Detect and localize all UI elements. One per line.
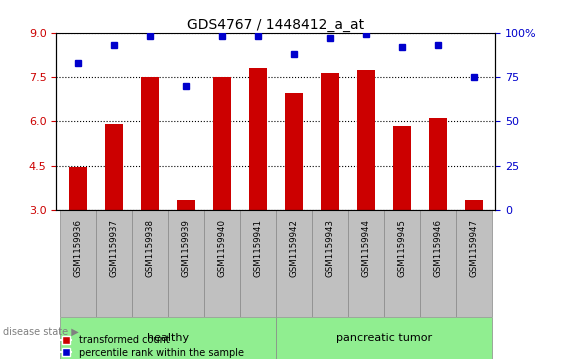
- Text: GSM1159944: GSM1159944: [361, 219, 370, 277]
- Text: GSM1159943: GSM1159943: [325, 219, 334, 277]
- Text: disease state ▶: disease state ▶: [3, 327, 79, 337]
- Bar: [60, 317, 276, 359]
- Bar: [204, 210, 240, 317]
- Bar: [132, 210, 168, 317]
- Bar: [420, 210, 456, 317]
- Bar: [105, 125, 123, 210]
- Bar: [276, 210, 312, 317]
- Bar: [276, 317, 492, 359]
- Bar: [312, 210, 348, 317]
- Bar: [357, 70, 375, 210]
- Bar: [456, 210, 492, 317]
- Bar: [285, 93, 303, 210]
- Title: GDS4767 / 1448412_a_at: GDS4767 / 1448412_a_at: [187, 18, 364, 32]
- Bar: [213, 77, 231, 210]
- Text: GSM1159947: GSM1159947: [470, 219, 479, 277]
- Bar: [177, 200, 195, 210]
- Text: pancreatic tumor: pancreatic tumor: [336, 333, 432, 343]
- Bar: [249, 68, 267, 210]
- Bar: [393, 126, 411, 210]
- Bar: [465, 200, 483, 210]
- Bar: [69, 167, 87, 210]
- Bar: [384, 210, 420, 317]
- Bar: [321, 73, 339, 210]
- Text: GSM1159945: GSM1159945: [397, 219, 406, 277]
- Bar: [60, 210, 96, 317]
- Bar: [429, 118, 447, 210]
- Text: healthy: healthy: [147, 333, 189, 343]
- Text: GSM1159941: GSM1159941: [253, 219, 262, 277]
- Text: GSM1159937: GSM1159937: [109, 219, 118, 277]
- Bar: [240, 210, 276, 317]
- Text: GSM1159939: GSM1159939: [181, 219, 190, 277]
- Text: GSM1159938: GSM1159938: [145, 219, 154, 277]
- Bar: [141, 77, 159, 210]
- Bar: [168, 210, 204, 317]
- Legend: transformed count, percentile rank within the sample: transformed count, percentile rank withi…: [61, 335, 244, 358]
- Text: GSM1159942: GSM1159942: [289, 219, 298, 277]
- Text: GSM1159936: GSM1159936: [73, 219, 82, 277]
- Bar: [96, 210, 132, 317]
- Text: GSM1159946: GSM1159946: [434, 219, 443, 277]
- Bar: [348, 210, 384, 317]
- Text: GSM1159940: GSM1159940: [217, 219, 226, 277]
